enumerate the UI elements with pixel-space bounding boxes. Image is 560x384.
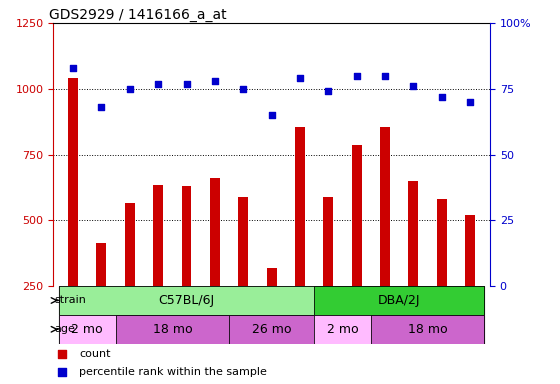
Bar bbox=[456, 256, 484, 286]
Point bbox=[466, 99, 475, 105]
Point bbox=[296, 75, 305, 81]
Point bbox=[153, 81, 162, 87]
Point bbox=[381, 73, 390, 79]
Text: percentile rank within the sample: percentile rank within the sample bbox=[80, 366, 267, 377]
Bar bbox=[428, 256, 456, 286]
Bar bbox=[200, 256, 229, 286]
Point bbox=[239, 86, 248, 92]
Text: GDS2929 / 1416166_a_at: GDS2929 / 1416166_a_at bbox=[49, 8, 226, 22]
Bar bbox=[125, 203, 135, 286]
Bar bbox=[267, 268, 277, 286]
Bar bbox=[59, 286, 314, 315]
Bar bbox=[59, 256, 87, 286]
Point bbox=[68, 65, 77, 71]
Bar bbox=[408, 181, 418, 286]
Text: 18 mo: 18 mo bbox=[152, 323, 192, 336]
Point bbox=[125, 86, 134, 92]
Point bbox=[58, 351, 67, 357]
Bar bbox=[352, 146, 362, 286]
Bar bbox=[68, 78, 78, 286]
Point bbox=[324, 88, 333, 94]
Text: count: count bbox=[80, 349, 111, 359]
Bar bbox=[314, 315, 371, 344]
Bar bbox=[323, 197, 333, 286]
Bar bbox=[229, 256, 258, 286]
Point bbox=[97, 104, 106, 110]
Bar bbox=[210, 178, 220, 286]
Point bbox=[211, 78, 220, 84]
Bar bbox=[437, 199, 447, 286]
Bar bbox=[115, 256, 144, 286]
Point bbox=[352, 73, 361, 79]
Text: age: age bbox=[55, 324, 76, 334]
Bar bbox=[371, 315, 484, 344]
Bar bbox=[144, 256, 172, 286]
Point bbox=[409, 83, 418, 89]
Bar bbox=[343, 256, 371, 286]
Point bbox=[267, 112, 276, 118]
Bar bbox=[314, 256, 343, 286]
Point bbox=[182, 81, 191, 87]
Bar bbox=[115, 315, 229, 344]
Bar bbox=[295, 127, 305, 286]
Bar bbox=[153, 185, 163, 286]
Point bbox=[437, 94, 446, 100]
Bar bbox=[465, 215, 475, 286]
Point bbox=[58, 369, 67, 375]
Bar bbox=[371, 256, 399, 286]
Text: 26 mo: 26 mo bbox=[252, 323, 291, 336]
Bar bbox=[314, 286, 484, 315]
Bar bbox=[399, 256, 428, 286]
Text: 18 mo: 18 mo bbox=[408, 323, 447, 336]
Text: C57BL/6J: C57BL/6J bbox=[158, 294, 214, 307]
Bar bbox=[59, 315, 115, 344]
Bar bbox=[181, 186, 192, 286]
Text: 2 mo: 2 mo bbox=[326, 323, 358, 336]
Bar bbox=[286, 256, 314, 286]
Text: strain: strain bbox=[55, 295, 86, 306]
Bar bbox=[172, 256, 200, 286]
Bar bbox=[258, 256, 286, 286]
Bar bbox=[238, 197, 248, 286]
Text: 2 mo: 2 mo bbox=[72, 323, 103, 336]
Bar bbox=[96, 243, 106, 286]
Text: DBA/2J: DBA/2J bbox=[378, 294, 421, 307]
Bar bbox=[87, 256, 115, 286]
Bar bbox=[380, 127, 390, 286]
Bar bbox=[229, 315, 314, 344]
